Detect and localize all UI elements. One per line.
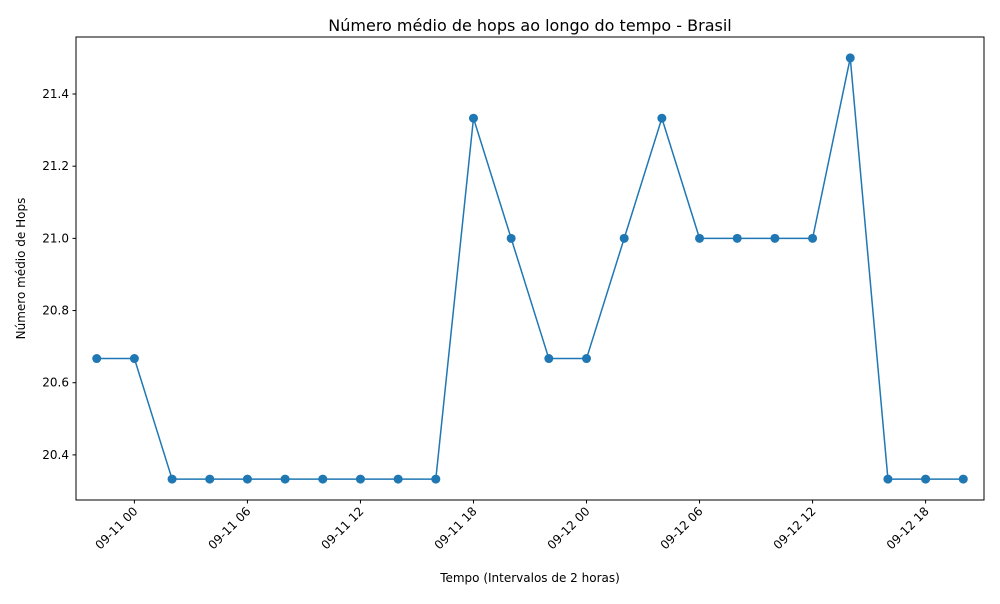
data-point (242, 474, 252, 484)
data-point (544, 354, 554, 364)
x-tick-label: 09-12 18 (884, 504, 932, 552)
y-tick-label: 21.0 (42, 231, 69, 245)
data-point (506, 233, 516, 243)
y-tick-label: 20.8 (42, 304, 69, 318)
data-point (770, 233, 780, 243)
data-point (921, 474, 931, 484)
data-point (205, 474, 215, 484)
series-line (96, 57, 964, 480)
data-point (468, 113, 478, 123)
x-tick-label: 09-11 18 (432, 504, 480, 552)
y-tick-label: 21.4 (42, 87, 69, 101)
y-tick-label: 21.2 (42, 159, 69, 173)
y-tick-label: 20.6 (42, 376, 69, 390)
x-axis: 09-11 00 09-11 06 09-11 12 09-11 18 09-12 00… (92, 500, 932, 552)
plot-area (75, 36, 985, 501)
x-tick-label: 09-12 12 (771, 504, 819, 552)
data-point (393, 474, 403, 484)
data-point (92, 354, 102, 364)
y-tick-label: 20.4 (42, 448, 69, 462)
x-tick-label: 09-11 12 (319, 504, 367, 552)
x-tick-label: 09-12 00 (545, 504, 593, 552)
data-point (318, 474, 328, 484)
data-point (619, 233, 629, 243)
data-point (958, 474, 968, 484)
data-point (431, 474, 441, 484)
data-point (883, 474, 893, 484)
data-point (355, 474, 365, 484)
x-tick-label: 09-11 00 (92, 504, 140, 552)
x-tick-label: 09-12 06 (658, 504, 706, 552)
data-point (129, 354, 139, 364)
data-point (732, 233, 742, 243)
data-point (657, 113, 667, 123)
data-point (167, 474, 177, 484)
chart-title: Número médio de hops ao longo do tempo -… (328, 16, 731, 35)
series-layer (92, 53, 968, 484)
data-point (280, 474, 290, 484)
data-point (808, 233, 818, 243)
data-point (582, 354, 592, 364)
x-tick-label: 09-11 06 (205, 504, 253, 552)
x-axis-label: Tempo (Intervalos de 2 horas) (439, 571, 620, 585)
data-point (845, 53, 855, 63)
y-axis: 20.4 20.6 20.8 21.0 21.2 21.4 (42, 87, 76, 462)
y-axis-label: Número médio de Hops (14, 198, 28, 340)
data-point (695, 233, 705, 243)
